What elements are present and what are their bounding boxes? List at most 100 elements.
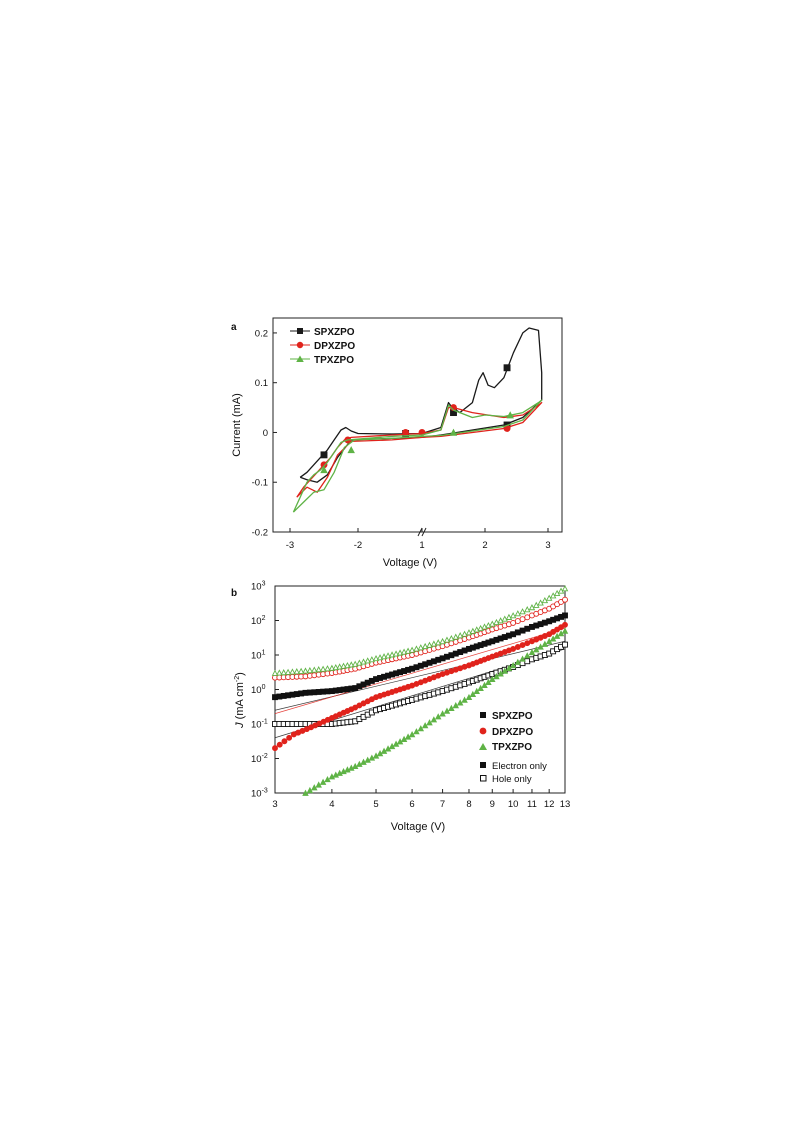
panel-a-y-axis-title: Current (mA)	[231, 393, 243, 457]
x-tick-label: 6	[409, 799, 414, 810]
data-point-tpxzpo-filled	[364, 756, 371, 763]
y-tick-label: 102	[251, 615, 266, 627]
data-point-spxzpo-filled	[510, 631, 517, 638]
data-point-tpxzpo-open	[514, 610, 522, 617]
data-point-tpxzpo-filled	[469, 690, 477, 697]
data-point-dpxzpo-filled	[281, 738, 288, 745]
data-point-spxzpo-filled	[519, 627, 526, 634]
y-tick-label: 0.2	[255, 328, 268, 339]
data-point-tpxzpo-open	[461, 630, 468, 637]
data-point-tpxzpo-filled	[434, 713, 442, 720]
panel-b-y-ticks: 103 102 101 100 10-1 10-2 10-3	[251, 581, 279, 800]
data-point-tpxzpo-open	[533, 601, 540, 608]
data-point-tpxzpo-filled	[351, 762, 359, 769]
data-point-tpxzpo-filled	[421, 722, 429, 729]
data-point-tpxzpo-open	[413, 645, 420, 652]
data-point-dpxzpo-open	[519, 616, 526, 623]
data-point-tpxzpo-filled	[509, 662, 517, 669]
data-point-tpxzpo-open	[501, 615, 509, 622]
data-point-tpxzpo-open	[456, 632, 464, 639]
x-tick-label: 4	[329, 799, 334, 810]
y-tick-label: -0.1	[252, 478, 268, 489]
data-point-tpxzpo-open	[561, 585, 569, 592]
panel-b: b 103 102 101 100 10-1 10-2 10-3 3 4 5 6 7 8 9 10 11 12…	[231, 581, 570, 834]
data-point-tpxzpo-open	[443, 636, 451, 643]
data-point-dpxzpo-filled	[272, 745, 278, 752]
x-tick-label: 10	[508, 799, 519, 810]
data-point-spxzpo-filled	[514, 629, 521, 636]
panel-a: a 0.2 0.1 0 -0.1 -0.2 -3 -2 1 2 3 Voltage (V) Cu…	[231, 317, 563, 569]
panel-a-label: a	[231, 322, 237, 333]
data-point-tpxzpo	[449, 428, 458, 436]
x-tick-label: 5	[373, 799, 378, 810]
data-point-tpxzpo	[347, 446, 355, 454]
data-point-tpxzpo-filled	[360, 758, 367, 765]
data-point-tpxzpo-open	[306, 666, 314, 674]
legend-marker-filled-square	[480, 762, 486, 768]
panel-a-legend: SPXZPO DPXZPO TPXZPO	[290, 327, 355, 366]
data-point-tpxzpo-open	[297, 667, 305, 674]
data-point-tpxzpo-filled	[519, 655, 526, 662]
data-point-tpxzpo-open	[537, 599, 544, 606]
x-tick-label: 7	[440, 799, 445, 810]
panel-b-label: b	[231, 588, 237, 599]
legend-label-dpxzpo: DPXZPO	[492, 727, 533, 738]
data-point-tpxzpo-open	[421, 642, 429, 650]
data-point-tpxzpo-filled	[514, 658, 522, 665]
y-tick-label: -0.2	[252, 528, 268, 539]
legend-item-tpxzpo: TPXZPO	[479, 742, 532, 753]
legend-item-dpxzpo: DPXZPO	[290, 341, 355, 352]
data-point-tpxzpo-open	[524, 606, 531, 613]
data-point-tpxzpo-filled	[408, 731, 416, 738]
panel-b-y-axis-title: J (mA cm-2)	[234, 672, 246, 729]
legend-marker-circle	[479, 727, 487, 735]
x-tick-label: 1	[419, 540, 424, 551]
x-tick-label: -2	[354, 540, 362, 551]
data-point-tpxzpo-open	[315, 666, 322, 673]
data-point-tpxzpo-open	[276, 669, 283, 676]
x-tick-label: 3	[545, 540, 550, 551]
data-point-dpxzpo-filled	[510, 645, 517, 652]
data-point-tpxzpo-open	[528, 604, 536, 611]
axis-break-marker	[417, 527, 427, 537]
y-axis-unit-close: )	[234, 672, 246, 676]
data-point-tpxzpo-filled	[430, 716, 438, 723]
data-point-tpxzpo-filled	[426, 719, 433, 726]
data-point-tpxzpo-open	[452, 633, 460, 640]
data-point-tpxzpo	[320, 465, 328, 474]
y-tick-label: 103	[251, 581, 266, 593]
data-point-tpxzpo-open	[426, 641, 433, 648]
data-point-tpxzpo-open	[289, 668, 296, 675]
y-tick-label: 0.1	[255, 378, 268, 389]
legend-label-tpxzpo: TPXZPO	[492, 742, 532, 753]
data-point-tpxzpo-filled	[473, 687, 480, 694]
data-point-tpxzpo-open	[311, 666, 318, 673]
x-tick-label: 2	[482, 540, 487, 551]
x-tick-label: 3	[272, 799, 277, 810]
y-tick-label: 101	[251, 650, 266, 662]
data-point-tpxzpo-filled	[561, 627, 569, 634]
data-point-tpxzpo-open	[430, 640, 438, 647]
legend-label-electron-only: Electron only	[492, 761, 547, 772]
data-point-tpxzpo-open	[505, 613, 513, 620]
data-point-tpxzpo-open	[509, 612, 517, 619]
panel-b-x-ticks: 3 4 5 6 7 8 9 10 11 12 13	[272, 789, 570, 810]
x-tick-label: 9	[490, 799, 495, 810]
legend-marker-circle	[296, 341, 304, 349]
data-point-dpxzpo-filled	[276, 741, 283, 748]
data-point-dpxzpo-open	[524, 614, 531, 621]
data-point-tpxzpo-filled	[356, 760, 363, 767]
panel-a-series	[292, 327, 543, 513]
data-point-tpxzpo-open	[324, 665, 331, 672]
data-point-tpxzpo-open	[541, 596, 549, 604]
data-point-tpxzpo-filled	[413, 728, 420, 735]
legend-marker-triangle	[296, 355, 304, 362]
legend-item-hole-only: Hole only	[480, 774, 532, 785]
x-tick-label: 12	[544, 799, 555, 810]
data-point-tpxzpo-filled	[465, 693, 473, 700]
data-point-tpxzpo-open	[448, 634, 455, 642]
data-point-tpxzpo-open	[284, 668, 292, 675]
legend-label-spxzpo: SPXZPO	[492, 711, 533, 722]
data-point-tpxzpo-filled	[481, 681, 488, 688]
